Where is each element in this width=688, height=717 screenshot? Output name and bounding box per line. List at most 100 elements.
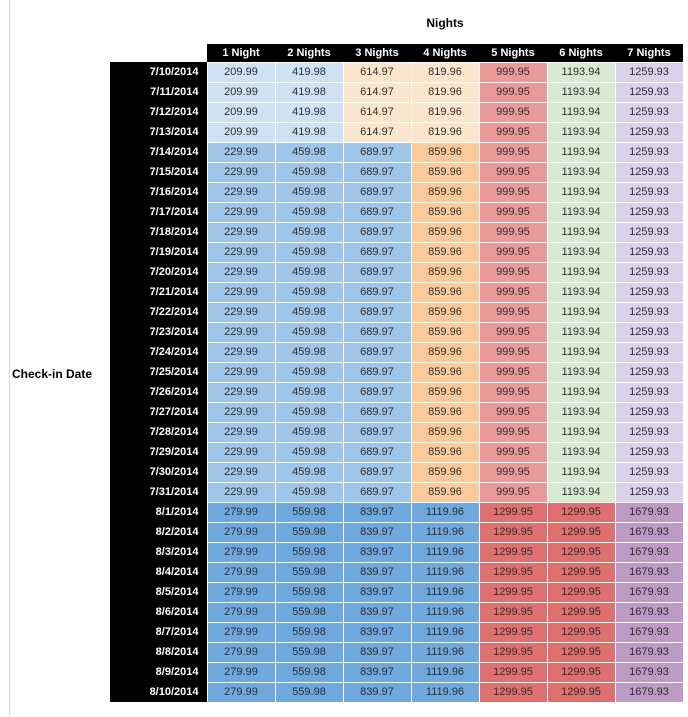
price-cell: 1193.94: [546, 301, 616, 323]
row-header-date: 8/5/2014: [110, 582, 207, 602]
row-header-date: 7/25/2014: [110, 362, 207, 382]
price-cell: 279.99: [206, 561, 276, 583]
table-row: 7/17/2014 229.99 459.98 689.97 859.96 999.95 1…: [110, 201, 684, 223]
price-cell: 819.96: [410, 61, 480, 83]
price-cell: 419.98: [274, 81, 344, 103]
price-cell: 1299.95: [546, 601, 616, 623]
price-cell: 819.96: [410, 101, 480, 123]
price-cell: 459.98: [274, 441, 344, 463]
price-cell: 999.95: [478, 421, 548, 443]
price-cell: 1193.94: [546, 281, 616, 303]
price-cell: 279.99: [206, 581, 276, 603]
price-cell: 229.99: [206, 341, 276, 363]
table-row: 7/23/2014 229.99 459.98 689.97 859.96 999.95 1…: [110, 321, 684, 343]
price-cell: 1259.93: [614, 301, 684, 323]
price-cell: 999.95: [478, 281, 548, 303]
price-cell: 1193.94: [546, 81, 616, 103]
price-cell: 1299.95: [478, 501, 548, 523]
price-cell: 1259.93: [614, 141, 684, 163]
price-cell: 859.96: [410, 341, 480, 363]
column-header: 4 Nights: [411, 44, 479, 62]
price-cell: 1299.95: [478, 541, 548, 563]
price-cell: 614.97: [342, 61, 412, 83]
price-cell: 1193.94: [546, 481, 616, 503]
row-header-date: 7/12/2014: [110, 102, 207, 122]
price-cell: 1679.93: [614, 521, 684, 543]
price-cell: 1259.93: [614, 101, 684, 123]
price-cell: 559.98: [274, 601, 344, 623]
table-row: 7/11/2014 209.99 419.98 614.97 819.96 999.95 1…: [110, 81, 684, 103]
price-cell: 229.99: [206, 401, 276, 423]
price-cell: 689.97: [342, 261, 412, 283]
column-header: 3 Nights: [343, 44, 411, 62]
price-cell: 689.97: [342, 341, 412, 363]
price-cell: 839.97: [342, 661, 412, 683]
price-cell: 859.96: [410, 401, 480, 423]
price-cell: 279.99: [206, 681, 276, 703]
table-row: 7/10/2014 209.99 419.98 614.97 819.96 999.95 1…: [110, 61, 684, 83]
price-cell: 689.97: [342, 241, 412, 263]
row-header-date: 7/19/2014: [110, 242, 207, 262]
row-header-date: 7/30/2014: [110, 462, 207, 482]
price-cell: 1299.95: [478, 661, 548, 683]
price-cell: 229.99: [206, 261, 276, 283]
price-cell: 859.96: [410, 221, 480, 243]
price-cell: 1193.94: [546, 441, 616, 463]
price-cell: 1259.93: [614, 381, 684, 403]
price-cell: 459.98: [274, 481, 344, 503]
table-row: 7/22/2014 229.99 459.98 689.97 859.96 999.95 1…: [110, 301, 684, 323]
price-cell: 839.97: [342, 641, 412, 663]
price-cell: 859.96: [410, 381, 480, 403]
price-cell: 1193.94: [546, 361, 616, 383]
table-row: 8/5/2014 279.99 559.98 839.97 1119.96 1299.95…: [110, 581, 684, 603]
price-cell: 209.99: [206, 61, 276, 83]
price-cell: 1679.93: [614, 561, 684, 583]
price-cell: 614.97: [342, 101, 412, 123]
price-cell: 999.95: [478, 61, 548, 83]
price-cell: 1259.93: [614, 321, 684, 343]
price-cell: 229.99: [206, 421, 276, 443]
price-cell: 459.98: [274, 221, 344, 243]
price-cell: 459.98: [274, 301, 344, 323]
table-row: 7/30/2014 229.99 459.98 689.97 859.96 999.95 1…: [110, 461, 684, 483]
price-cell: 279.99: [206, 541, 276, 563]
price-cell: 839.97: [342, 581, 412, 603]
price-cell: 689.97: [342, 161, 412, 183]
price-cell: 839.97: [342, 541, 412, 563]
price-cell: 839.97: [342, 601, 412, 623]
price-cell: 1119.96: [410, 521, 480, 543]
price-cell: 1119.96: [410, 661, 480, 683]
table-row: 7/29/2014 229.99 459.98 689.97 859.96 999.95 1…: [110, 441, 684, 463]
price-cell: 999.95: [478, 361, 548, 383]
row-header-date: 8/2/2014: [110, 522, 207, 542]
column-header: 6 Nights: [547, 44, 615, 62]
price-cell: 1679.93: [614, 621, 684, 643]
price-cell: 559.98: [274, 561, 344, 583]
price-cell: 614.97: [342, 121, 412, 143]
row-header-date: 8/4/2014: [110, 562, 207, 582]
price-cell: 1259.93: [614, 261, 684, 283]
price-cell: 999.95: [478, 341, 548, 363]
price-cell: 279.99: [206, 521, 276, 543]
table-row: 8/4/2014 279.99 559.98 839.97 1119.96 1299.95…: [110, 561, 684, 583]
price-cell: 689.97: [342, 141, 412, 163]
column-header-row: 1 Night 2 Nights 3 Nights 4 Nights 5 Nights 6…: [110, 44, 683, 62]
price-cell: 229.99: [206, 141, 276, 163]
price-cell: 859.96: [410, 161, 480, 183]
columns-axis-title: Nights: [426, 16, 464, 30]
left-gridline: [9, 0, 10, 717]
table-row: 7/25/2014 229.99 459.98 689.97 859.96 999.95 1…: [110, 361, 684, 383]
price-cell: 229.99: [206, 381, 276, 403]
row-header-date: 7/16/2014: [110, 182, 207, 202]
row-header-date: 7/28/2014: [110, 422, 207, 442]
price-cell: 1679.93: [614, 601, 684, 623]
price-cell: 839.97: [342, 501, 412, 523]
row-header-date: 8/1/2014: [110, 502, 207, 522]
price-cell: 1119.96: [410, 541, 480, 563]
price-cell: 229.99: [206, 201, 276, 223]
price-cell: 1193.94: [546, 341, 616, 363]
price-cell: 859.96: [410, 241, 480, 263]
price-cell: 859.96: [410, 481, 480, 503]
price-cell: 999.95: [478, 461, 548, 483]
price-cell: 1299.95: [546, 541, 616, 563]
